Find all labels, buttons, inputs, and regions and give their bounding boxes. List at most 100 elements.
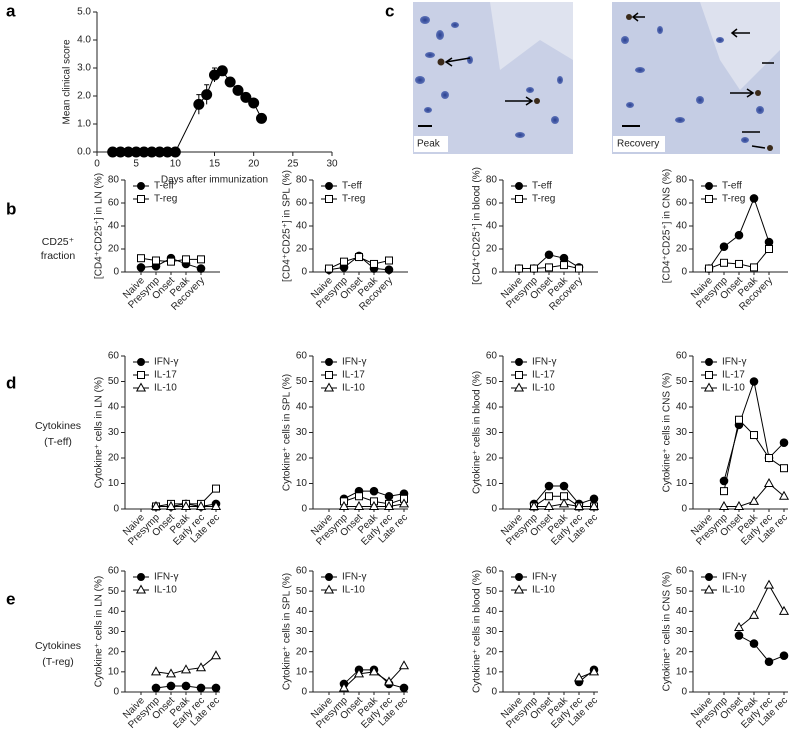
y-tick-label: 40 bbox=[296, 606, 308, 617]
marker bbox=[325, 264, 333, 273]
y-axis-label: Cytokine⁺ cells in LN (%) bbox=[94, 576, 105, 687]
y-axis-label: Cytokine⁺ cells in blood (%) bbox=[472, 570, 483, 693]
marker bbox=[325, 358, 333, 366]
marker bbox=[338, 500, 350, 510]
y-tick-label: 30 bbox=[676, 427, 688, 438]
marker bbox=[720, 487, 728, 496]
y-axis-label: [CD4⁺CD25⁺] in blood (%) bbox=[472, 167, 483, 285]
marker bbox=[588, 666, 600, 676]
y-tick-label: 40 bbox=[486, 221, 498, 232]
marker bbox=[180, 500, 192, 510]
marker bbox=[152, 256, 160, 265]
marker bbox=[734, 230, 744, 240]
legend-label: IFN-γ bbox=[154, 357, 178, 368]
y-tick-label: 10 bbox=[486, 478, 498, 489]
y-tick-label: 0 bbox=[491, 504, 497, 515]
y-tick-label: 60 bbox=[108, 198, 120, 209]
marker bbox=[749, 194, 759, 203]
legend-label: T-eff bbox=[532, 181, 552, 192]
marker bbox=[385, 256, 393, 265]
legend-label: IL-17 bbox=[154, 370, 177, 381]
row-label: (T-reg) bbox=[42, 656, 74, 668]
y-tick-label: 30 bbox=[676, 626, 688, 637]
y-tick-label: 40 bbox=[486, 402, 498, 413]
y-axis-label: Cytokine⁺ cells in SPL (%) bbox=[282, 374, 293, 491]
marker bbox=[515, 195, 523, 203]
marker bbox=[588, 500, 600, 510]
marker bbox=[383, 676, 395, 686]
y-tick-label: 4.0 bbox=[77, 35, 91, 46]
marker bbox=[705, 573, 713, 581]
y-tick-label: 50 bbox=[296, 586, 308, 597]
y-tick-label: 0 bbox=[681, 267, 687, 278]
marker bbox=[735, 259, 743, 268]
marker bbox=[515, 573, 523, 581]
micrograph: Recovery bbox=[612, 2, 780, 154]
legend-label: IL-10 bbox=[342, 585, 365, 596]
y-tick-label: 60 bbox=[296, 566, 308, 577]
marker bbox=[370, 259, 378, 268]
marker bbox=[369, 486, 379, 496]
y-tick-label: 40 bbox=[486, 606, 498, 617]
y-tick-label: 60 bbox=[108, 566, 120, 577]
marker bbox=[778, 490, 790, 500]
y-tick-label: 50 bbox=[108, 586, 120, 597]
marker bbox=[340, 257, 348, 266]
legend-label: T-reg bbox=[722, 194, 745, 205]
marker bbox=[197, 255, 205, 264]
marker bbox=[544, 250, 554, 260]
marker bbox=[196, 683, 206, 693]
y-axis-label: [CD4⁺CD25⁺] in CNS (%) bbox=[662, 169, 673, 283]
y-tick-label: 40 bbox=[676, 606, 688, 617]
marker bbox=[778, 605, 790, 615]
marker bbox=[543, 500, 555, 510]
marker bbox=[383, 500, 395, 510]
y-tick-label: 80 bbox=[676, 175, 688, 186]
marker bbox=[325, 371, 333, 379]
y-tick-label: 40 bbox=[296, 221, 308, 232]
y-tick-label: 60 bbox=[676, 351, 688, 362]
y-tick-label: 20 bbox=[486, 244, 498, 255]
y-tick-label: 50 bbox=[486, 376, 498, 387]
marker bbox=[196, 264, 206, 273]
y-axis-label: Cytokine⁺ cells in CNS (%) bbox=[662, 373, 673, 493]
marker bbox=[749, 377, 759, 386]
y-tick-label: 20 bbox=[296, 244, 308, 255]
marker bbox=[150, 500, 162, 510]
y-tick-label: 60 bbox=[108, 351, 120, 362]
x-tick-label: 30 bbox=[326, 159, 338, 170]
marker bbox=[137, 182, 145, 190]
y-tick-label: 40 bbox=[108, 606, 120, 617]
legend-label: IL-17 bbox=[532, 370, 555, 381]
y-tick-label: 20 bbox=[108, 646, 120, 657]
legend-label: IL-17 bbox=[342, 370, 365, 381]
marker bbox=[515, 358, 523, 366]
marker bbox=[256, 112, 267, 124]
y-tick-label: 3.0 bbox=[77, 63, 91, 74]
marker bbox=[719, 242, 729, 251]
y-tick-label: 30 bbox=[296, 626, 308, 637]
marker bbox=[765, 454, 773, 462]
marker bbox=[181, 681, 191, 691]
marker bbox=[764, 237, 774, 247]
panel-letter: c bbox=[385, 1, 394, 20]
marker bbox=[779, 438, 789, 448]
marker bbox=[750, 431, 758, 440]
marker bbox=[705, 195, 713, 203]
y-tick-label: 10 bbox=[296, 478, 308, 489]
marker bbox=[368, 500, 380, 510]
y-tick-label: 20 bbox=[108, 453, 120, 464]
legend-label: T-eff bbox=[342, 181, 362, 192]
y-axis-label: Cytokine⁺ cells in SPL (%) bbox=[282, 573, 293, 690]
y-tick-label: 2.0 bbox=[77, 91, 91, 102]
y-tick-label: 50 bbox=[486, 586, 498, 597]
y-tick-label: 20 bbox=[676, 244, 688, 255]
legend-label: IFN-γ bbox=[722, 357, 746, 368]
row-label: CD25⁺ bbox=[42, 236, 75, 248]
row-label: Cytokines bbox=[35, 640, 81, 652]
marker bbox=[734, 631, 744, 640]
marker bbox=[210, 650, 222, 660]
micrograph: Peak bbox=[413, 2, 573, 154]
marker bbox=[165, 500, 177, 510]
